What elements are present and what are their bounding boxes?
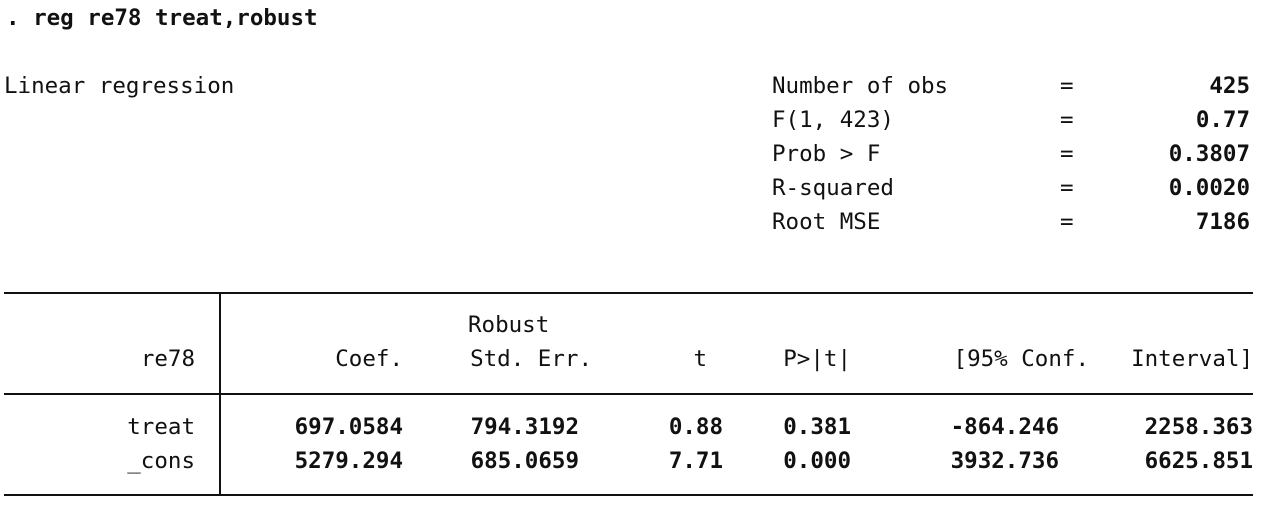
stat-value: 0.77 xyxy=(1195,107,1250,133)
stat-label: Prob > F xyxy=(772,141,881,167)
stat-label: Number of obs xyxy=(772,73,949,99)
stat-equals: = xyxy=(1060,175,1074,201)
stat-label: Root MSE xyxy=(772,209,881,235)
stat-row-f: F(1, 423) = 0.77 xyxy=(772,107,1250,141)
command-line: . reg re78 treat,robust xyxy=(6,5,318,31)
treat-ci-high: 2258.363 xyxy=(1144,414,1253,440)
model-stats: Number of obs = 425 F(1, 423) = 0.77 Pro… xyxy=(772,73,1250,243)
row-name-treat: treat xyxy=(127,414,195,440)
stat-row-nobs: Number of obs = 425 xyxy=(772,73,1250,107)
cons-std-err: 685.0659 xyxy=(470,448,579,474)
stat-value: 7186 xyxy=(1195,209,1250,235)
cons-t: 7.71 xyxy=(668,448,723,474)
header-depvar: re78 xyxy=(140,346,195,372)
header-ci-high: Interval] xyxy=(1131,346,1253,372)
header-p: P>|t| xyxy=(783,346,851,372)
treat-ci-low: -864.246 xyxy=(950,414,1059,440)
cons-ci-low: 3932.736 xyxy=(950,448,1059,474)
stat-value: 425 xyxy=(1209,73,1250,99)
output-title: Linear regression xyxy=(4,73,235,99)
header-t: t xyxy=(693,346,707,372)
stat-equals: = xyxy=(1060,107,1074,133)
treat-p: 0.381 xyxy=(783,414,851,440)
table-header-rule xyxy=(4,393,1253,395)
stat-value: 0.0020 xyxy=(1168,175,1250,201)
stat-row-rootmse: Root MSE = 7186 xyxy=(772,209,1250,243)
cons-p: 0.000 xyxy=(783,448,851,474)
stat-equals: = xyxy=(1060,73,1074,99)
treat-coef: 697.0584 xyxy=(294,414,403,440)
stat-label: R-squared xyxy=(772,175,894,201)
header-robust: Robust xyxy=(468,312,550,338)
coefficient-table: Robust re78 Coef. Std. Err. t P>|t| [95%… xyxy=(4,292,1253,496)
stat-equals: = xyxy=(1060,141,1074,167)
table-top-rule xyxy=(4,292,1253,294)
header-coef: Coef. xyxy=(335,346,403,372)
stat-row-probf: Prob > F = 0.3807 xyxy=(772,141,1250,175)
stat-row-rsquared: R-squared = 0.0020 xyxy=(772,175,1250,209)
table-bottom-rule xyxy=(4,494,1253,496)
stat-equals: = xyxy=(1060,209,1074,235)
header-std-err: Std. Err. xyxy=(470,346,592,372)
table-column-divider xyxy=(219,292,221,496)
treat-std-err: 794.3192 xyxy=(470,414,579,440)
header-ci-low: [95% Conf. xyxy=(953,346,1089,372)
stat-value: 0.3807 xyxy=(1168,141,1250,167)
stat-label: F(1, 423) xyxy=(772,107,894,133)
cons-coef: 5279.294 xyxy=(294,448,403,474)
treat-t: 0.88 xyxy=(668,414,723,440)
row-name-cons: _cons xyxy=(127,448,195,474)
cons-ci-high: 6625.851 xyxy=(1144,448,1253,474)
